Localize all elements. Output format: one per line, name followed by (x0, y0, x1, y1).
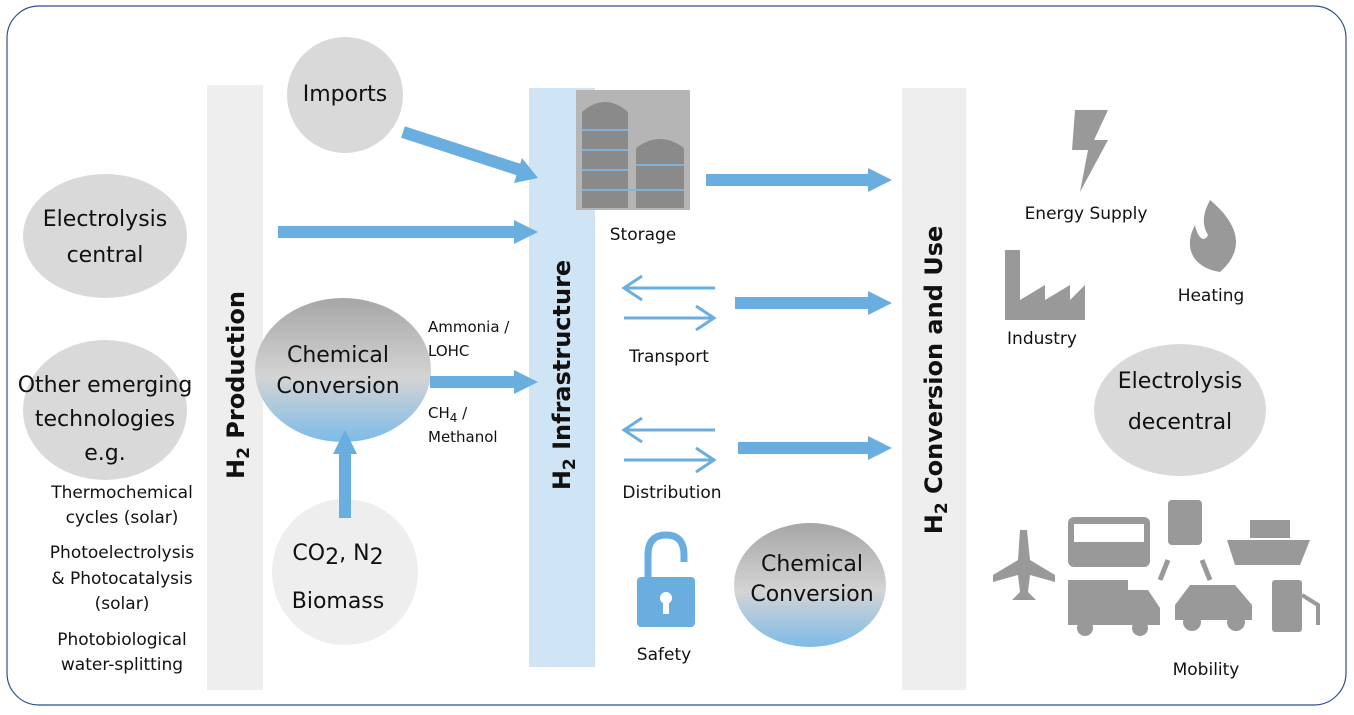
node-label: Biomass (292, 589, 385, 614)
line: Thermochemical (50, 483, 193, 503)
line: Conversion (276, 374, 399, 399)
use-label: Heating (1178, 286, 1245, 306)
infra-label: Safety (637, 645, 691, 665)
line: technologies (35, 407, 175, 432)
line: & Photocatalysis (51, 569, 192, 589)
line: Chemical (761, 552, 863, 577)
part: CH (428, 404, 450, 422)
chemical-node (255, 298, 431, 442)
title-main: H (920, 514, 948, 534)
carrier-label: CH4 / (428, 404, 468, 425)
column-title: H2 Infrastructure (548, 260, 580, 490)
part: 4 (450, 411, 458, 425)
title-sub: 2 (560, 458, 580, 470)
line: cycles (solar) (66, 508, 179, 528)
line: Photoelectrolysis (50, 543, 195, 563)
node-label: Imports (303, 82, 387, 107)
line: Other emerging (18, 373, 193, 398)
line: (solar) (95, 594, 150, 614)
title-rest: Conversion and Use (920, 226, 948, 503)
title-rest: Infrastructure (548, 260, 576, 458)
line: Chemical (287, 343, 389, 368)
line: Photobiological (57, 630, 187, 650)
line: Ammonia / (428, 318, 510, 336)
part: CO (292, 541, 325, 566)
infra-label: Transport (628, 347, 709, 367)
node-label: CO2, N2 (292, 541, 383, 570)
carrier-label: Methanol (428, 428, 498, 446)
line: e.g. (84, 441, 126, 466)
part: 2 (325, 545, 339, 570)
electrolysis-node (23, 174, 187, 298)
line: Conversion (750, 582, 873, 607)
line: decentral (1128, 410, 1232, 435)
infra-label: Distribution (622, 483, 721, 503)
use-label: Industry (1007, 329, 1077, 349)
infra-label: Storage (610, 225, 677, 245)
title-rest: Production (222, 291, 250, 447)
part: , N (339, 541, 369, 566)
line: LOHC (428, 342, 469, 360)
diagram: H2 Production H2 Infrastructure H2 Conve… (0, 0, 1354, 711)
title-main: H (548, 470, 576, 490)
title-sub: 2 (234, 447, 254, 459)
feedstock-node (272, 499, 418, 645)
use-label: Energy Supply (1025, 204, 1148, 224)
line: Electrolysis (43, 207, 167, 232)
use-label: Mobility (1173, 660, 1240, 680)
line: water-splitting (61, 655, 183, 675)
title-sub: 2 (932, 502, 952, 514)
line: central (67, 243, 144, 268)
line: Electrolysis (1118, 369, 1242, 394)
storage-image (576, 90, 690, 210)
part: 2 (370, 545, 384, 570)
column-title: H2 Conversion and Use (920, 226, 952, 535)
part: / (457, 404, 468, 422)
title-main: H (222, 459, 250, 479)
